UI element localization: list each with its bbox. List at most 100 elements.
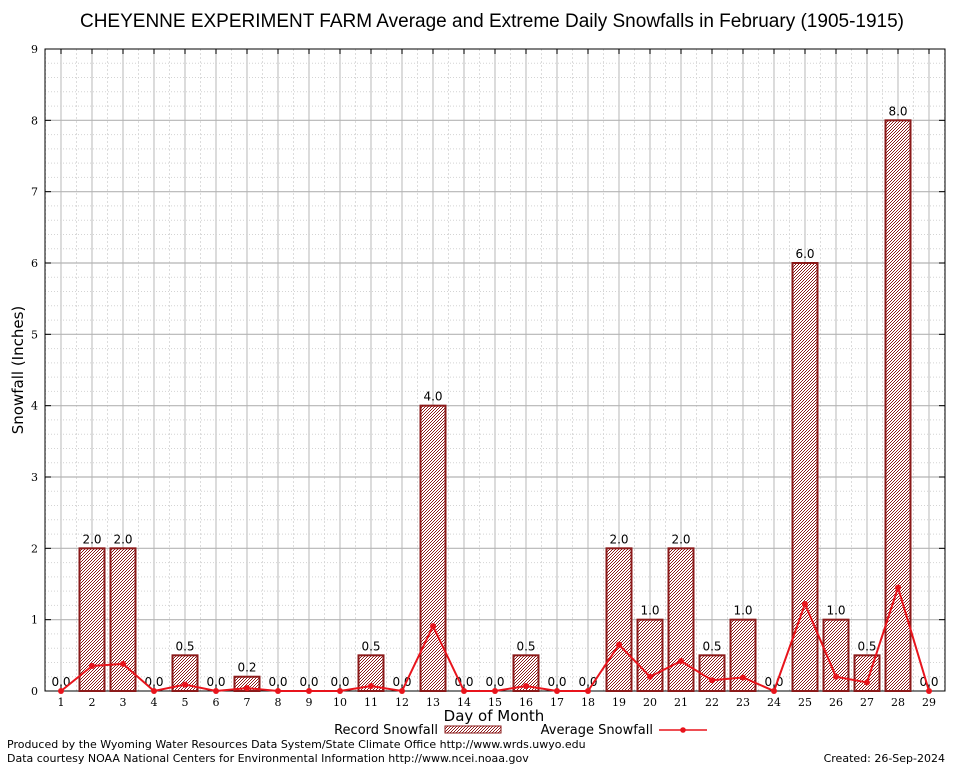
- bar-value-label: 0.0: [268, 675, 287, 689]
- x-tick-label: 20: [643, 696, 657, 709]
- record-bar: [791, 262, 819, 692]
- bar-value-label: 1.0: [733, 604, 752, 618]
- average-point: [337, 688, 343, 694]
- bar-value-label: 0.5: [516, 639, 535, 653]
- x-tick-label: 28: [891, 696, 905, 709]
- x-tick-label: 19: [612, 696, 626, 709]
- average-point: [647, 673, 653, 680]
- x-axis-title: Day of Month: [444, 707, 545, 725]
- x-tick-label: 3: [120, 696, 127, 709]
- record-bar: [667, 547, 695, 692]
- bar-value-label: 0.5: [361, 639, 380, 653]
- chart-title: CHEYENNE EXPERIMENT FARM Average and Ext…: [80, 11, 904, 32]
- bar-value-labels: 0.0 2.0 2.0 0.0 0.5 0.0 0.2 0.0 0.0 0.0 0.5 0.0 4.0 0…: [51, 104, 938, 689]
- record-bar: [698, 654, 726, 692]
- average-point: [616, 641, 622, 648]
- y-tick-label: 3: [31, 471, 38, 484]
- bar-value-label: 6.0: [795, 247, 814, 261]
- y-tick-label: 6: [31, 257, 38, 270]
- record-bars: [78, 119, 912, 693]
- average-point: [368, 683, 374, 690]
- bar-value-label: 1.0: [640, 604, 659, 618]
- y-tick-label: 9: [31, 43, 38, 56]
- x-tick-label: 29: [922, 696, 936, 709]
- y-axis-title: Snowfall (Inches): [9, 306, 27, 434]
- bar-value-label: 1.0: [826, 604, 845, 618]
- y-axis-ticks: 0 1 2 3 4 5 6 7 8 9: [31, 43, 945, 698]
- x-tick-label: 24: [767, 696, 781, 709]
- record-bar: [109, 547, 137, 692]
- record-bar: [884, 119, 912, 693]
- average-point: [802, 600, 808, 607]
- average-point: [58, 688, 64, 694]
- record-bar: [78, 547, 106, 692]
- bar-value-label: 4.0: [423, 390, 442, 404]
- legend-record-swatch: [444, 725, 502, 734]
- average-point: [430, 623, 436, 630]
- bar-value-label: 0.5: [702, 639, 721, 653]
- average-point: [771, 688, 777, 694]
- average-point: [833, 673, 839, 680]
- bar-value-label: 0.2: [237, 661, 256, 675]
- y-tick-label: 5: [31, 328, 38, 341]
- x-tick-label: 27: [860, 696, 874, 709]
- bar-value-label: 0.0: [299, 675, 318, 689]
- bar-value-label: 0.0: [919, 675, 938, 689]
- bar-value-label: 2.0: [113, 532, 132, 546]
- average-point: [461, 688, 467, 694]
- x-tick-label: 18: [581, 696, 595, 709]
- y-tick-label: 8: [31, 114, 38, 127]
- bar-value-label: 0.0: [454, 675, 473, 689]
- x-tick-label: 17: [550, 696, 564, 709]
- record-bar: [605, 547, 633, 692]
- x-tick-label: 7: [244, 696, 251, 709]
- x-tick-label: 10: [333, 696, 347, 709]
- average-point: [740, 674, 746, 681]
- bar-value-label: 0.5: [175, 639, 194, 653]
- average-point: [89, 663, 95, 670]
- average-point: [678, 658, 684, 665]
- average-point: [244, 685, 250, 692]
- legend-average-label: Average Snowfall: [541, 723, 653, 738]
- average-point: [895, 584, 901, 591]
- y-tick-label: 4: [31, 400, 38, 413]
- legend-record-label: Record Snowfall: [334, 723, 438, 738]
- x-tick-label: 13: [426, 696, 440, 709]
- average-point: [151, 688, 157, 694]
- record-bar: [853, 654, 881, 692]
- x-tick-label: 2: [89, 696, 96, 709]
- average-point: [585, 688, 591, 694]
- bar-value-label: 0.0: [206, 675, 225, 689]
- legend-average-marker: [680, 727, 686, 733]
- x-tick-label: 11: [364, 696, 378, 709]
- bar-value-label: 2.0: [671, 532, 690, 546]
- x-tick-label: 21: [674, 696, 688, 709]
- created-date: Created: 26-Sep-2024: [824, 752, 945, 765]
- x-tick-label: 16: [519, 696, 533, 709]
- record-bar: [419, 404, 447, 692]
- bar-value-label: 0.0: [330, 675, 349, 689]
- x-tick-label: 22: [705, 696, 719, 709]
- average-point: [182, 681, 188, 688]
- average-point: [120, 660, 126, 667]
- average-point: [275, 688, 281, 694]
- average-point: [523, 683, 529, 690]
- x-tick-label: 12: [395, 696, 409, 709]
- x-tick-label: 25: [798, 696, 812, 709]
- average-point: [492, 688, 498, 694]
- y-tick-label: 2: [31, 542, 38, 555]
- bar-value-label: 0.0: [485, 675, 504, 689]
- y-tick-label: 1: [31, 614, 38, 627]
- average-point: [213, 688, 219, 694]
- record-bar: [636, 618, 664, 693]
- bar-value-label: 0.5: [857, 639, 876, 653]
- average-point: [306, 688, 312, 694]
- bar-value-label: 0.0: [51, 675, 70, 689]
- average-line: [58, 584, 932, 694]
- x-tick-label: 14: [457, 696, 471, 709]
- bar-value-label: 2.0: [82, 532, 101, 546]
- x-tick-label: 23: [736, 696, 750, 709]
- x-tick-label: 9: [306, 696, 313, 709]
- x-tick-label: 15: [488, 696, 502, 709]
- bar-value-label: 2.0: [609, 532, 628, 546]
